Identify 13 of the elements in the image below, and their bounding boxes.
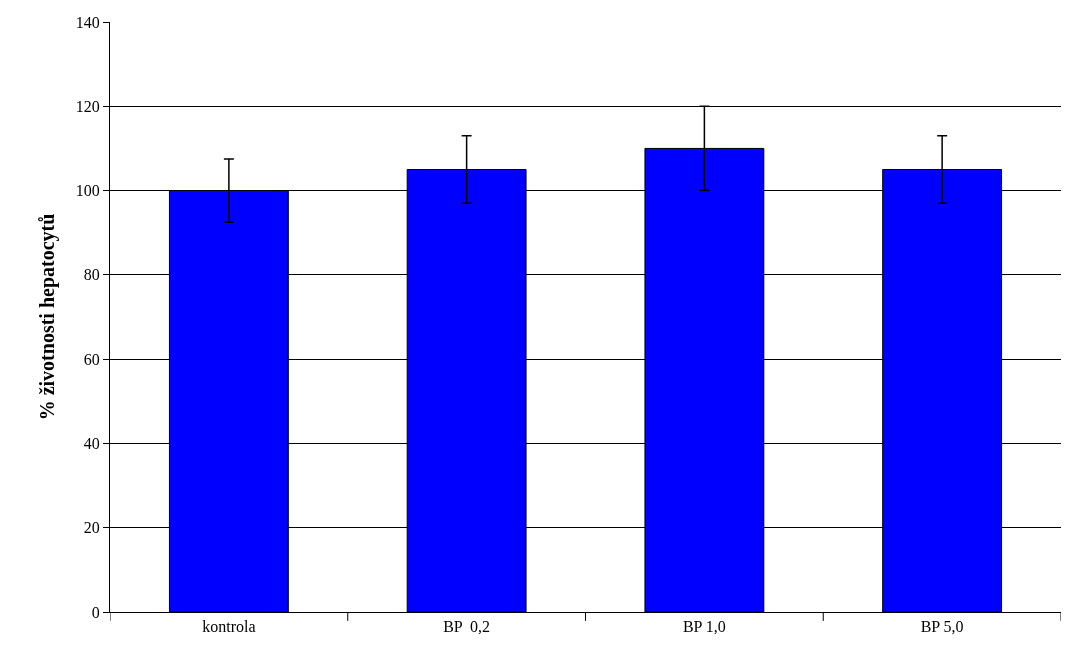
y-tick-label: 0	[91, 603, 100, 621]
y-tick-label: 120	[75, 97, 100, 115]
y-axis-title: % životnosti hepatocytů	[36, 213, 60, 421]
y-tick-label: 40	[83, 435, 100, 453]
x-tick-label: BP 1,0	[682, 618, 726, 636]
x-tick-label: BP 5,0	[920, 618, 964, 636]
y-tick-label: 100	[75, 182, 100, 200]
y-tick-label: 140	[75, 13, 100, 31]
y-tick-label: 20	[83, 519, 100, 537]
y-tick-label: 60	[83, 350, 100, 368]
y-tick-label: 80	[83, 266, 100, 284]
x-tick-label: kontrola	[202, 618, 256, 636]
x-tick-label: BP 0,2	[443, 618, 491, 636]
